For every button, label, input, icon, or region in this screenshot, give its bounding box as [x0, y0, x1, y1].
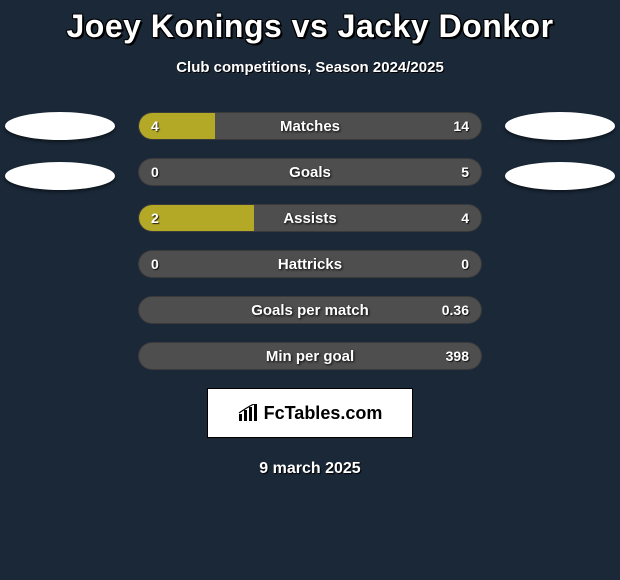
stat-label: Hattricks	[139, 251, 481, 277]
stat-label: Matches	[139, 113, 481, 139]
logo-text: FcTables.com	[264, 403, 383, 424]
stat-row: 0.36Goals per match	[138, 296, 482, 324]
player2-name: Jacky Donkor	[338, 8, 554, 44]
stat-label: Min per goal	[139, 343, 481, 369]
stat-label: Assists	[139, 205, 481, 231]
stat-row: 24Assists	[138, 204, 482, 232]
fctables-logo: FcTables.com	[238, 403, 383, 424]
subtitle: Club competitions, Season 2024/2025	[0, 59, 620, 76]
vs-separator: vs	[292, 8, 329, 44]
left-team-badge	[5, 112, 115, 140]
stat-row: 398Min per goal	[138, 342, 482, 370]
right-team-badge	[505, 112, 615, 140]
stat-label: Goals	[139, 159, 481, 185]
right-team-badge	[505, 162, 615, 190]
stat-row: 414Matches	[138, 112, 482, 140]
comparison-title: Joey Konings vs Jacky Donkor	[0, 0, 620, 45]
bar-chart-icon	[238, 404, 260, 422]
fctables-logo-box: FcTables.com	[207, 388, 413, 438]
stat-row: 00Hattricks	[138, 250, 482, 278]
stat-chart: 414Matches 05Goals 24Assists 00Hattricks 0.3…	[0, 112, 620, 370]
stat-row: 05Goals	[138, 158, 482, 186]
player1-name: Joey Konings	[66, 8, 282, 44]
stat-label: Goals per match	[139, 297, 481, 323]
left-team-badge	[5, 162, 115, 190]
snapshot-date: 9 march 2025	[0, 460, 620, 478]
